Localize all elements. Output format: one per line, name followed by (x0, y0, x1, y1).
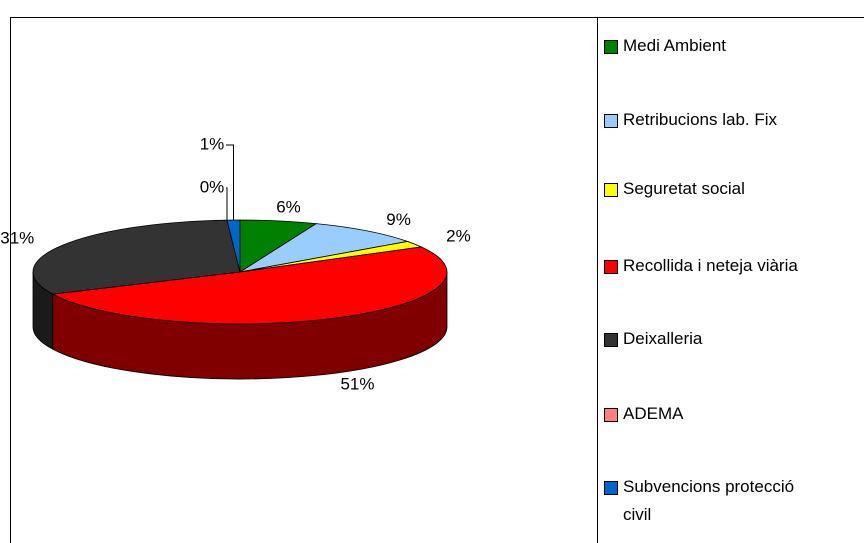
legend-item: Recollida i neteja viària (604, 252, 824, 280)
leader-line (226, 144, 234, 221)
legend-label: Subvencions protecció civil (623, 477, 795, 524)
legend-label: Deixalleria (623, 329, 703, 348)
data-label: 51% (340, 374, 374, 393)
legend: Medi Ambient Retribucions lab. Fix Seguret… (597, 17, 864, 543)
pie-slice (239, 223, 410, 273)
data-label: 1% (200, 134, 225, 153)
legend-swatch (604, 481, 618, 495)
legend-label: Recollida i neteja viària (623, 256, 798, 275)
pie-slice (32, 219, 241, 295)
legend-swatch (604, 183, 618, 197)
legend-label: Retribucions lab. Fix (623, 110, 778, 129)
legend-swatch (604, 40, 618, 54)
leader-line (226, 187, 228, 221)
legend-item: Seguretat social (604, 175, 824, 203)
legend-label: ADEMA (623, 404, 684, 423)
legend-swatch (604, 333, 618, 347)
legend-item: Medi Ambient (604, 32, 824, 60)
pie-slice (226, 219, 241, 273)
legend-item: Retribucions lab. Fix (604, 106, 824, 134)
data-label: 2% (446, 227, 471, 246)
legend-item: Deixalleria (604, 325, 824, 353)
data-label: 31% (0, 228, 34, 247)
legend-swatch (604, 408, 618, 422)
data-label: 0% (200, 177, 225, 196)
legend-label: Seguretat social (623, 179, 745, 198)
pie-slice (51, 246, 448, 325)
data-label: 9% (386, 210, 411, 229)
legend-swatch (604, 260, 618, 274)
data-label: 6% (276, 198, 301, 217)
legend-swatch (604, 114, 618, 128)
legend-item: Subvencions protecció civil (604, 473, 824, 529)
legend-item: ADEMA (604, 400, 824, 428)
legend-label: Medi Ambient (623, 36, 726, 55)
